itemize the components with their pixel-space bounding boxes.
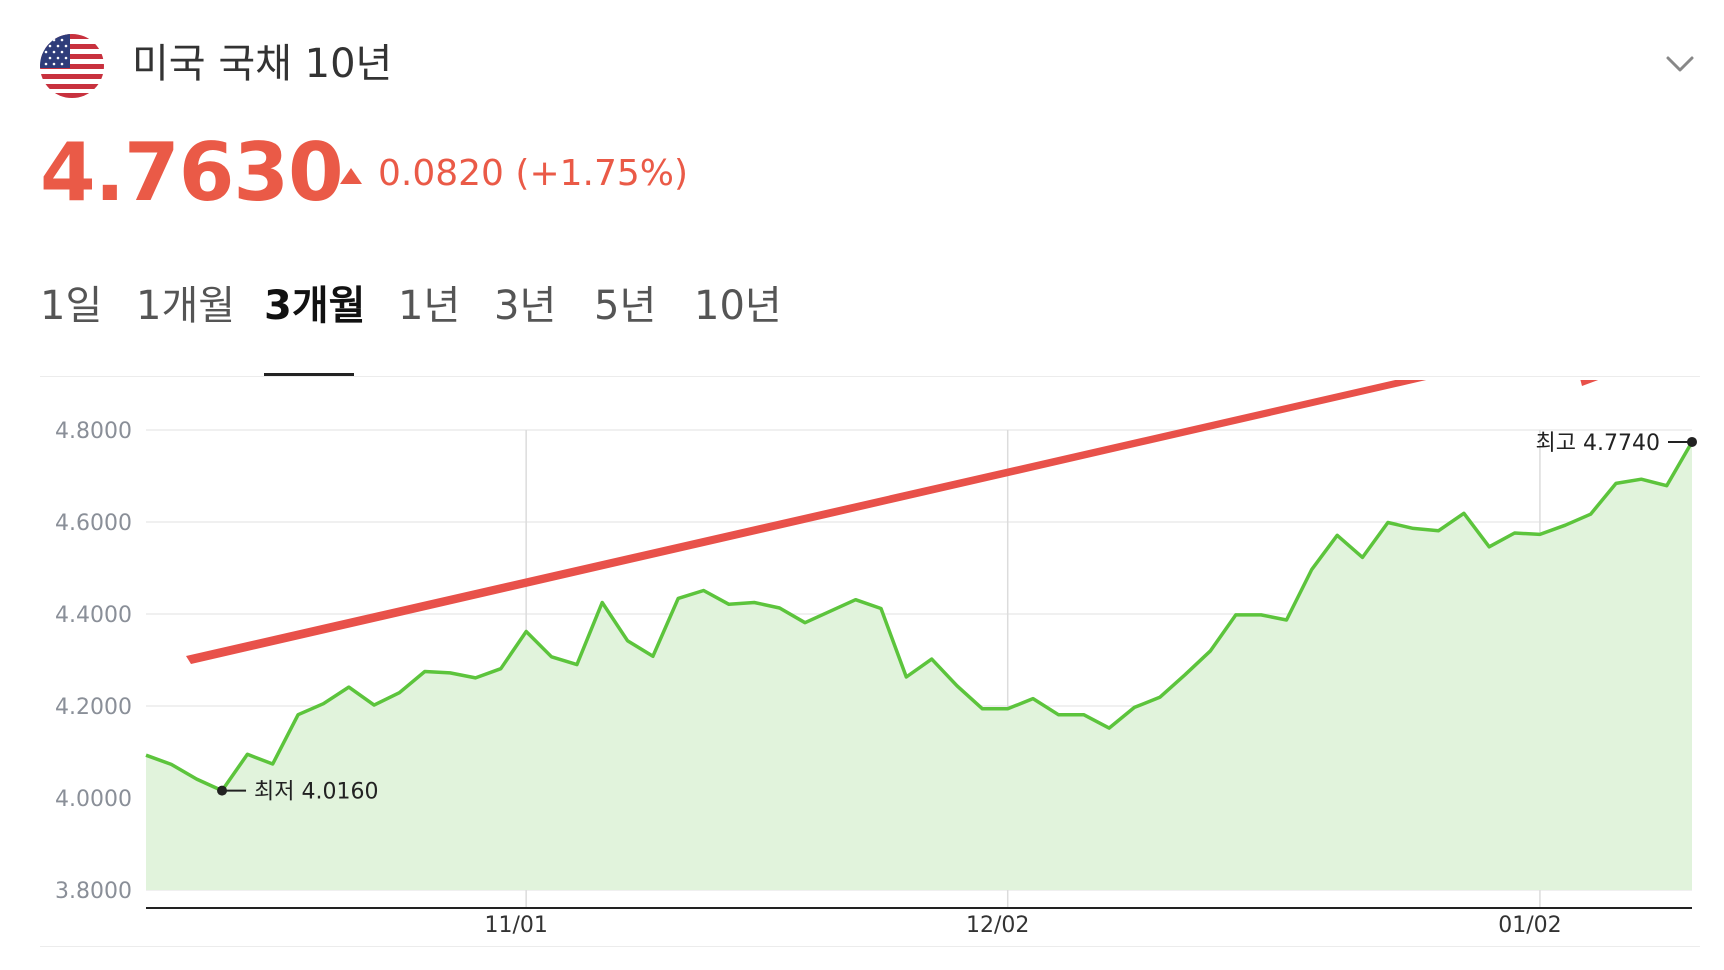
high-label: 최고 4.7740 (1536, 431, 1660, 456)
y-tick-label: 4.2000 (55, 695, 132, 720)
tab-1-month[interactable]: 1개월 (136, 283, 236, 329)
tab-3-years[interactable]: 3년 (494, 283, 557, 329)
price-change: 0.0820 (+1.75%) (378, 153, 689, 194)
chevron-down-icon[interactable] (1660, 44, 1700, 84)
tab-3-months[interactable]: 3개월 (264, 283, 366, 329)
x-tick-label: 11/01 (484, 913, 547, 938)
tab-1-year[interactable]: 1년 (398, 283, 461, 329)
instrument-title: 미국 국채 10년 (132, 41, 393, 87)
current-price: 4.7630 (40, 126, 344, 219)
tab-10-years[interactable]: 10년 (694, 283, 782, 329)
tab-5-years[interactable]: 5년 (594, 283, 657, 329)
triangle-up-icon (340, 168, 362, 184)
period-tabs: 1일 1개월 3개월 1년 3년 5년 10년 (40, 282, 1700, 378)
trend-arrow-head (1580, 380, 1599, 386)
instrument-header: 미국 국채 10년 (40, 30, 1700, 100)
series-line (145, 441, 1694, 793)
us-flag-icon (40, 34, 104, 98)
y-tick-label: 4.8000 (55, 419, 132, 444)
y-tick-label: 4.0000 (55, 787, 132, 812)
low-label: 최저 4.0160 (254, 780, 378, 805)
bottom-divider (40, 946, 1700, 947)
trend-arrow-shaft (186, 380, 1427, 664)
active-tab-indicator (264, 373, 354, 376)
x-tick-label: 01/02 (1498, 913, 1561, 938)
high-marker-dot (1687, 436, 1697, 447)
tabs-divider (40, 376, 1700, 377)
y-tick-label: 4.6000 (55, 511, 132, 536)
y-tick-label: 3.8000 (55, 879, 132, 904)
tab-1-day[interactable]: 1일 (40, 283, 103, 329)
yield-chart: 4.8000 4.6000 4.4000 4.2000 4.0000 3.8000 11/0… (55, 380, 1697, 938)
low-marker-dot (217, 785, 228, 796)
y-tick-label: 4.4000 (55, 603, 132, 628)
area-fill (146, 442, 1692, 890)
x-tick-label: 12/02 (966, 913, 1029, 938)
